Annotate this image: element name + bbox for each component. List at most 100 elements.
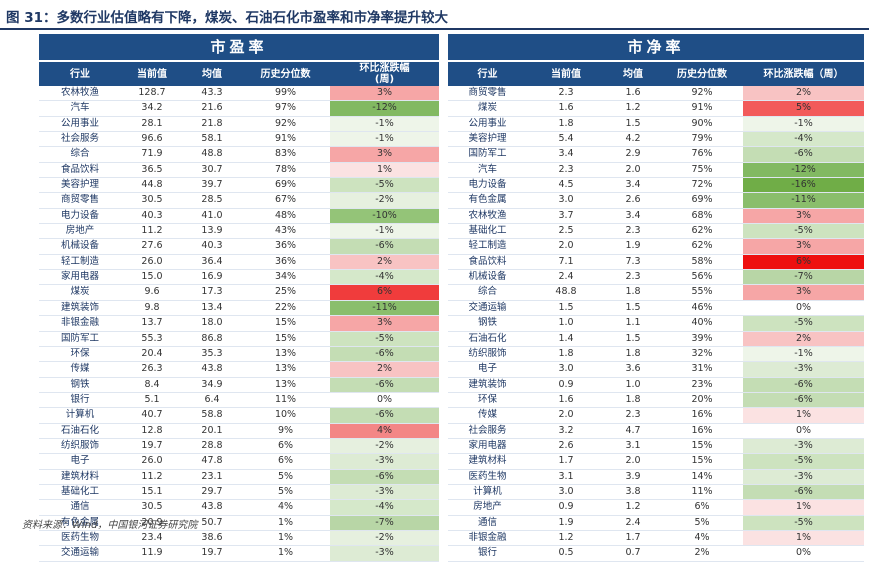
- weekly-change: -6%: [330, 377, 439, 392]
- weekly-change: -11%: [743, 193, 864, 208]
- table-row: 机械设备 27.6 40.3 36% -6%: [39, 239, 439, 255]
- industry-name: 房地产: [473, 501, 502, 513]
- industry-name: 基础化工: [468, 225, 507, 237]
- weekly-change: 0%: [743, 300, 864, 316]
- table-row: 轻工制造 26.0 36.4 36% 2%: [39, 254, 439, 271]
- table-row: 石油石化 1.4 1.5 39% 2%: [448, 331, 864, 347]
- table-row: 电子 3.0 3.6 31% -3%: [448, 362, 864, 378]
- industry-name: 钢铁: [477, 317, 497, 329]
- average-value: 30.7: [201, 163, 223, 175]
- historical-percentile: 2%: [694, 547, 710, 559]
- average-value: 38.6: [201, 531, 223, 543]
- average-value: 3.4: [625, 209, 641, 221]
- weekly-change: 1%: [743, 500, 864, 515]
- historical-percentile: 78%: [274, 163, 297, 175]
- weekly-change: 6%: [330, 285, 439, 300]
- average-value: 1.5: [625, 301, 641, 313]
- industry-name: 钢铁: [70, 378, 90, 390]
- average-value: 1.2: [625, 501, 641, 513]
- industry-name: 纺织服饰: [468, 347, 507, 359]
- weekly-change: -1%: [330, 116, 439, 132]
- average-value: 2.0: [625, 455, 641, 467]
- weekly-change: -6%: [330, 346, 439, 362]
- table-row: 纺织服饰 19.7 28.8 6% -2%: [39, 438, 439, 455]
- current-value: 9.6: [144, 286, 160, 298]
- average-value: 3.9: [625, 470, 641, 482]
- industry-name: 电力设备: [468, 179, 507, 191]
- weekly-change: 0%: [743, 546, 864, 561]
- industry-name: 环保: [70, 347, 90, 359]
- historical-percentile: 15%: [691, 455, 713, 467]
- table-row: 综合 48.8 1.8 55% 3%: [448, 285, 864, 301]
- industry-name: 综合: [477, 286, 497, 298]
- average-value: 3.1: [625, 439, 641, 451]
- average-value: 48.8: [201, 148, 223, 160]
- industry-name: 食品饮料: [60, 163, 99, 175]
- current-value: 15.1: [141, 485, 163, 497]
- current-value: 26.0: [141, 255, 163, 267]
- average-value: 43.8: [201, 363, 223, 375]
- historical-percentile: 56%: [691, 271, 713, 283]
- pb-col-average: 均值: [623, 68, 643, 80]
- historical-percentile: 14%: [691, 470, 713, 482]
- historical-percentile: 6%: [277, 455, 294, 467]
- average-value: 1.8: [625, 393, 641, 405]
- table-row: 家用电器 2.6 3.1 15% -3%: [448, 438, 864, 455]
- current-value: 1.6: [558, 102, 574, 114]
- table-row: 钢铁 1.0 1.1 40% -5%: [448, 316, 864, 332]
- current-value: 7.1: [558, 255, 574, 267]
- industry-name: 环保: [477, 393, 497, 405]
- current-value: 34.2: [141, 102, 163, 114]
- pe-table-body: 农林牧渔 128.7 43.3 99% 3% 汽车 34.2 21.6 97% -12% 公用事业 2…: [39, 86, 439, 562]
- average-value: 40.3: [201, 240, 223, 252]
- historical-percentile: 13%: [274, 378, 297, 390]
- current-value: 2.3: [558, 163, 574, 175]
- industry-name: 非银金融: [60, 317, 99, 329]
- weekly-change: -3%: [743, 469, 864, 484]
- current-value: 1.4: [558, 332, 574, 344]
- pe-col-weekly-change: 环比涨跌幅 (周): [359, 63, 410, 85]
- industry-name: 电子: [477, 363, 497, 375]
- weekly-change: -12%: [743, 162, 864, 178]
- average-value: 0.7: [625, 547, 641, 559]
- table-row: 农林牧渔 128.7 43.3 99% 3%: [39, 86, 439, 102]
- table-row: 社会服务 3.2 4.7 16% 0%: [448, 423, 864, 439]
- weekly-change: 2%: [330, 362, 439, 377]
- industry-name: 建筑装饰: [60, 301, 99, 313]
- current-value: 2.3: [558, 87, 574, 98]
- current-value: 20.9: [141, 516, 163, 528]
- current-value: 3.0: [558, 485, 574, 497]
- weekly-change: -6%: [743, 392, 864, 408]
- weekly-change: 0%: [743, 423, 864, 438]
- weekly-change: -7%: [743, 270, 864, 285]
- source-note: 资料来源：Wind，中国银河证券研究院: [22, 520, 198, 531]
- historical-percentile: 40%: [691, 317, 713, 329]
- current-value: 1.8: [558, 347, 574, 359]
- current-value: 36.5: [141, 163, 163, 175]
- industry-name: 银行: [477, 547, 497, 559]
- industry-name: 交通运输: [468, 301, 507, 313]
- industry-name: 银行: [70, 393, 90, 405]
- average-value: 4.2: [625, 133, 641, 145]
- average-value: 2.3: [625, 409, 641, 421]
- current-value: 9.8: [144, 301, 160, 313]
- weekly-change: -5%: [330, 178, 439, 193]
- table-row: 房地产 11.2 13.9 43% -1%: [39, 224, 439, 240]
- average-value: 18.0: [201, 317, 223, 329]
- historical-percentile: 4%: [694, 531, 710, 543]
- average-value: 2.4: [625, 516, 641, 528]
- table-row: 建筑装饰 0.9 1.0 23% -6%: [448, 377, 864, 393]
- industry-name: 农林牧渔: [468, 209, 507, 221]
- table-row: 电力设备 4.5 3.4 72% -16%: [448, 178, 864, 194]
- historical-percentile: 36%: [274, 240, 297, 252]
- current-value: 2.6: [558, 439, 574, 451]
- average-value: 28.8: [201, 439, 223, 451]
- current-value: 5.4: [558, 133, 574, 145]
- table-row: 基础化工 15.1 29.7 5% -3%: [39, 484, 439, 501]
- pb-col-industry: 行业: [477, 68, 498, 80]
- historical-percentile: 5%: [277, 470, 294, 482]
- table-row: 交通运输 1.5 1.5 46% 0%: [448, 300, 864, 317]
- current-value: 2.5: [558, 225, 574, 237]
- average-value: 2.9: [625, 148, 641, 160]
- weekly-change: 3%: [330, 316, 439, 331]
